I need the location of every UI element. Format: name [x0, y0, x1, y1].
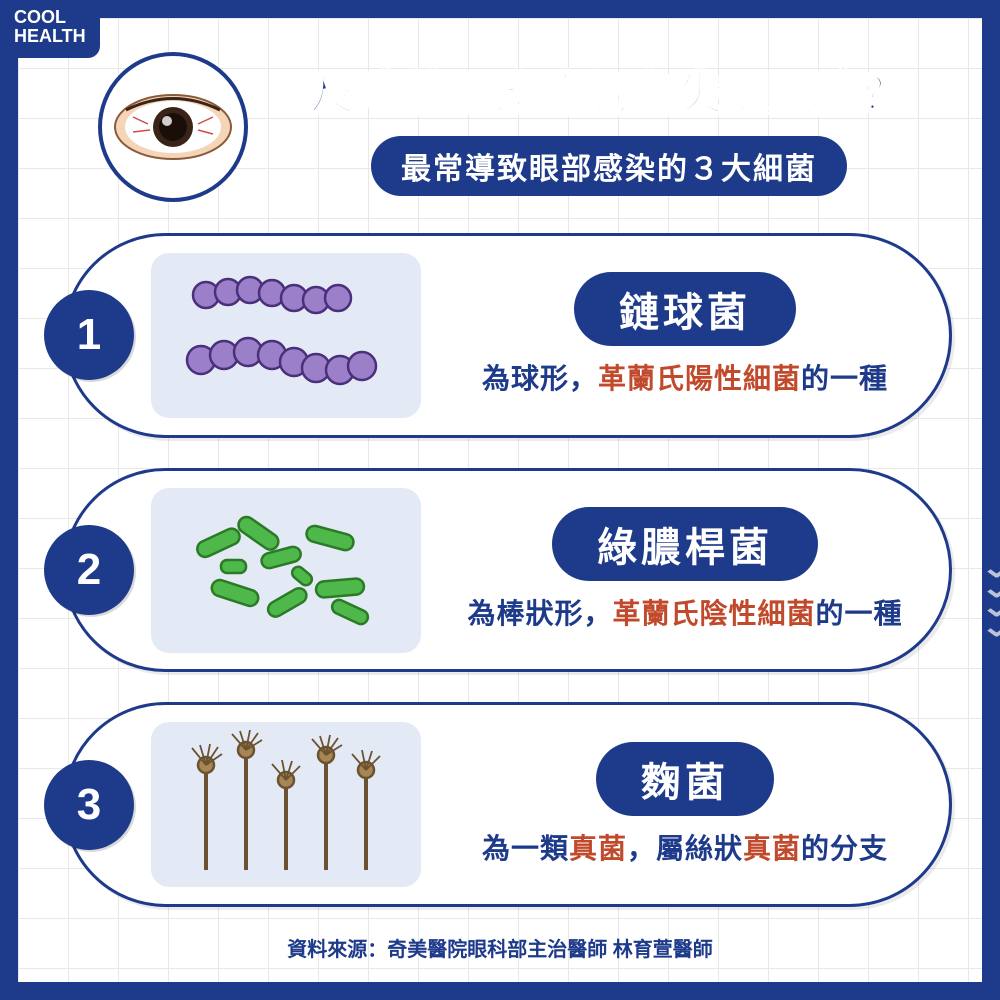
number-badge: 2 [44, 525, 134, 615]
card-2: 2 [63, 468, 952, 673]
logo-line2: HEALTH [14, 27, 86, 46]
logo-line1: COOL [14, 8, 86, 27]
subtitle: 最常導致眼部感染的３大細菌 [371, 136, 847, 196]
eye-icon [98, 52, 248, 202]
infographic-frame: COOL HEALTH 及時就醫治療仍有失明風險？ 最常導致眼部感染的３大細菌 [0, 0, 1000, 1000]
text-block: 麴菌 為一類真菌，屬絲狀真菌的分支 [421, 742, 949, 868]
description: 為一類真菌，屬絲狀真菌的分支 [451, 830, 919, 868]
card-1: 1 鏈球菌 為球形，革蘭氏陽性細菌的一種 [63, 233, 952, 438]
bacteria-icon-fungus [151, 722, 421, 887]
card-list: 1 鏈球菌 為球形，革蘭氏陽性細菌的一種 [63, 233, 952, 907]
number-badge: 1 [44, 290, 134, 380]
bacteria-name: 麴菌 [596, 742, 774, 816]
text-block: 綠膿桿菌 為棒狀形，革蘭氏陰性細菌的一種 [421, 507, 949, 633]
bacteria-icon-strep [151, 253, 421, 418]
number-badge: 3 [44, 760, 134, 850]
description: 為球形，革蘭氏陽性細菌的一種 [451, 360, 919, 398]
header: 及時就醫治療仍有失明風險？ 最常導致眼部感染的３大細菌 [98, 52, 942, 202]
description: 為棒狀形，革蘭氏陰性細菌的一種 [451, 595, 919, 633]
card-3: 3 [63, 702, 952, 907]
page-title: 及時就醫治療仍有失明風險？ [276, 58, 942, 122]
bacteria-name: 鏈球菌 [574, 272, 796, 346]
title-block: 及時就醫治療仍有失明風險？ 最常導致眼部感染的３大細菌 [276, 58, 942, 196]
bacteria-name: 綠膿桿菌 [552, 507, 818, 581]
source-text: 資料來源：奇美醫院眼科部主治醫師 林育萱醫師 [18, 933, 982, 962]
brand-logo: COOL HEALTH [0, 0, 100, 58]
decorative-arrows: ⌄⌄⌄⌄ [985, 558, 1000, 636]
text-block: 鏈球菌 為球形，革蘭氏陽性細菌的一種 [421, 272, 949, 398]
bacteria-icon-rod [151, 488, 421, 653]
